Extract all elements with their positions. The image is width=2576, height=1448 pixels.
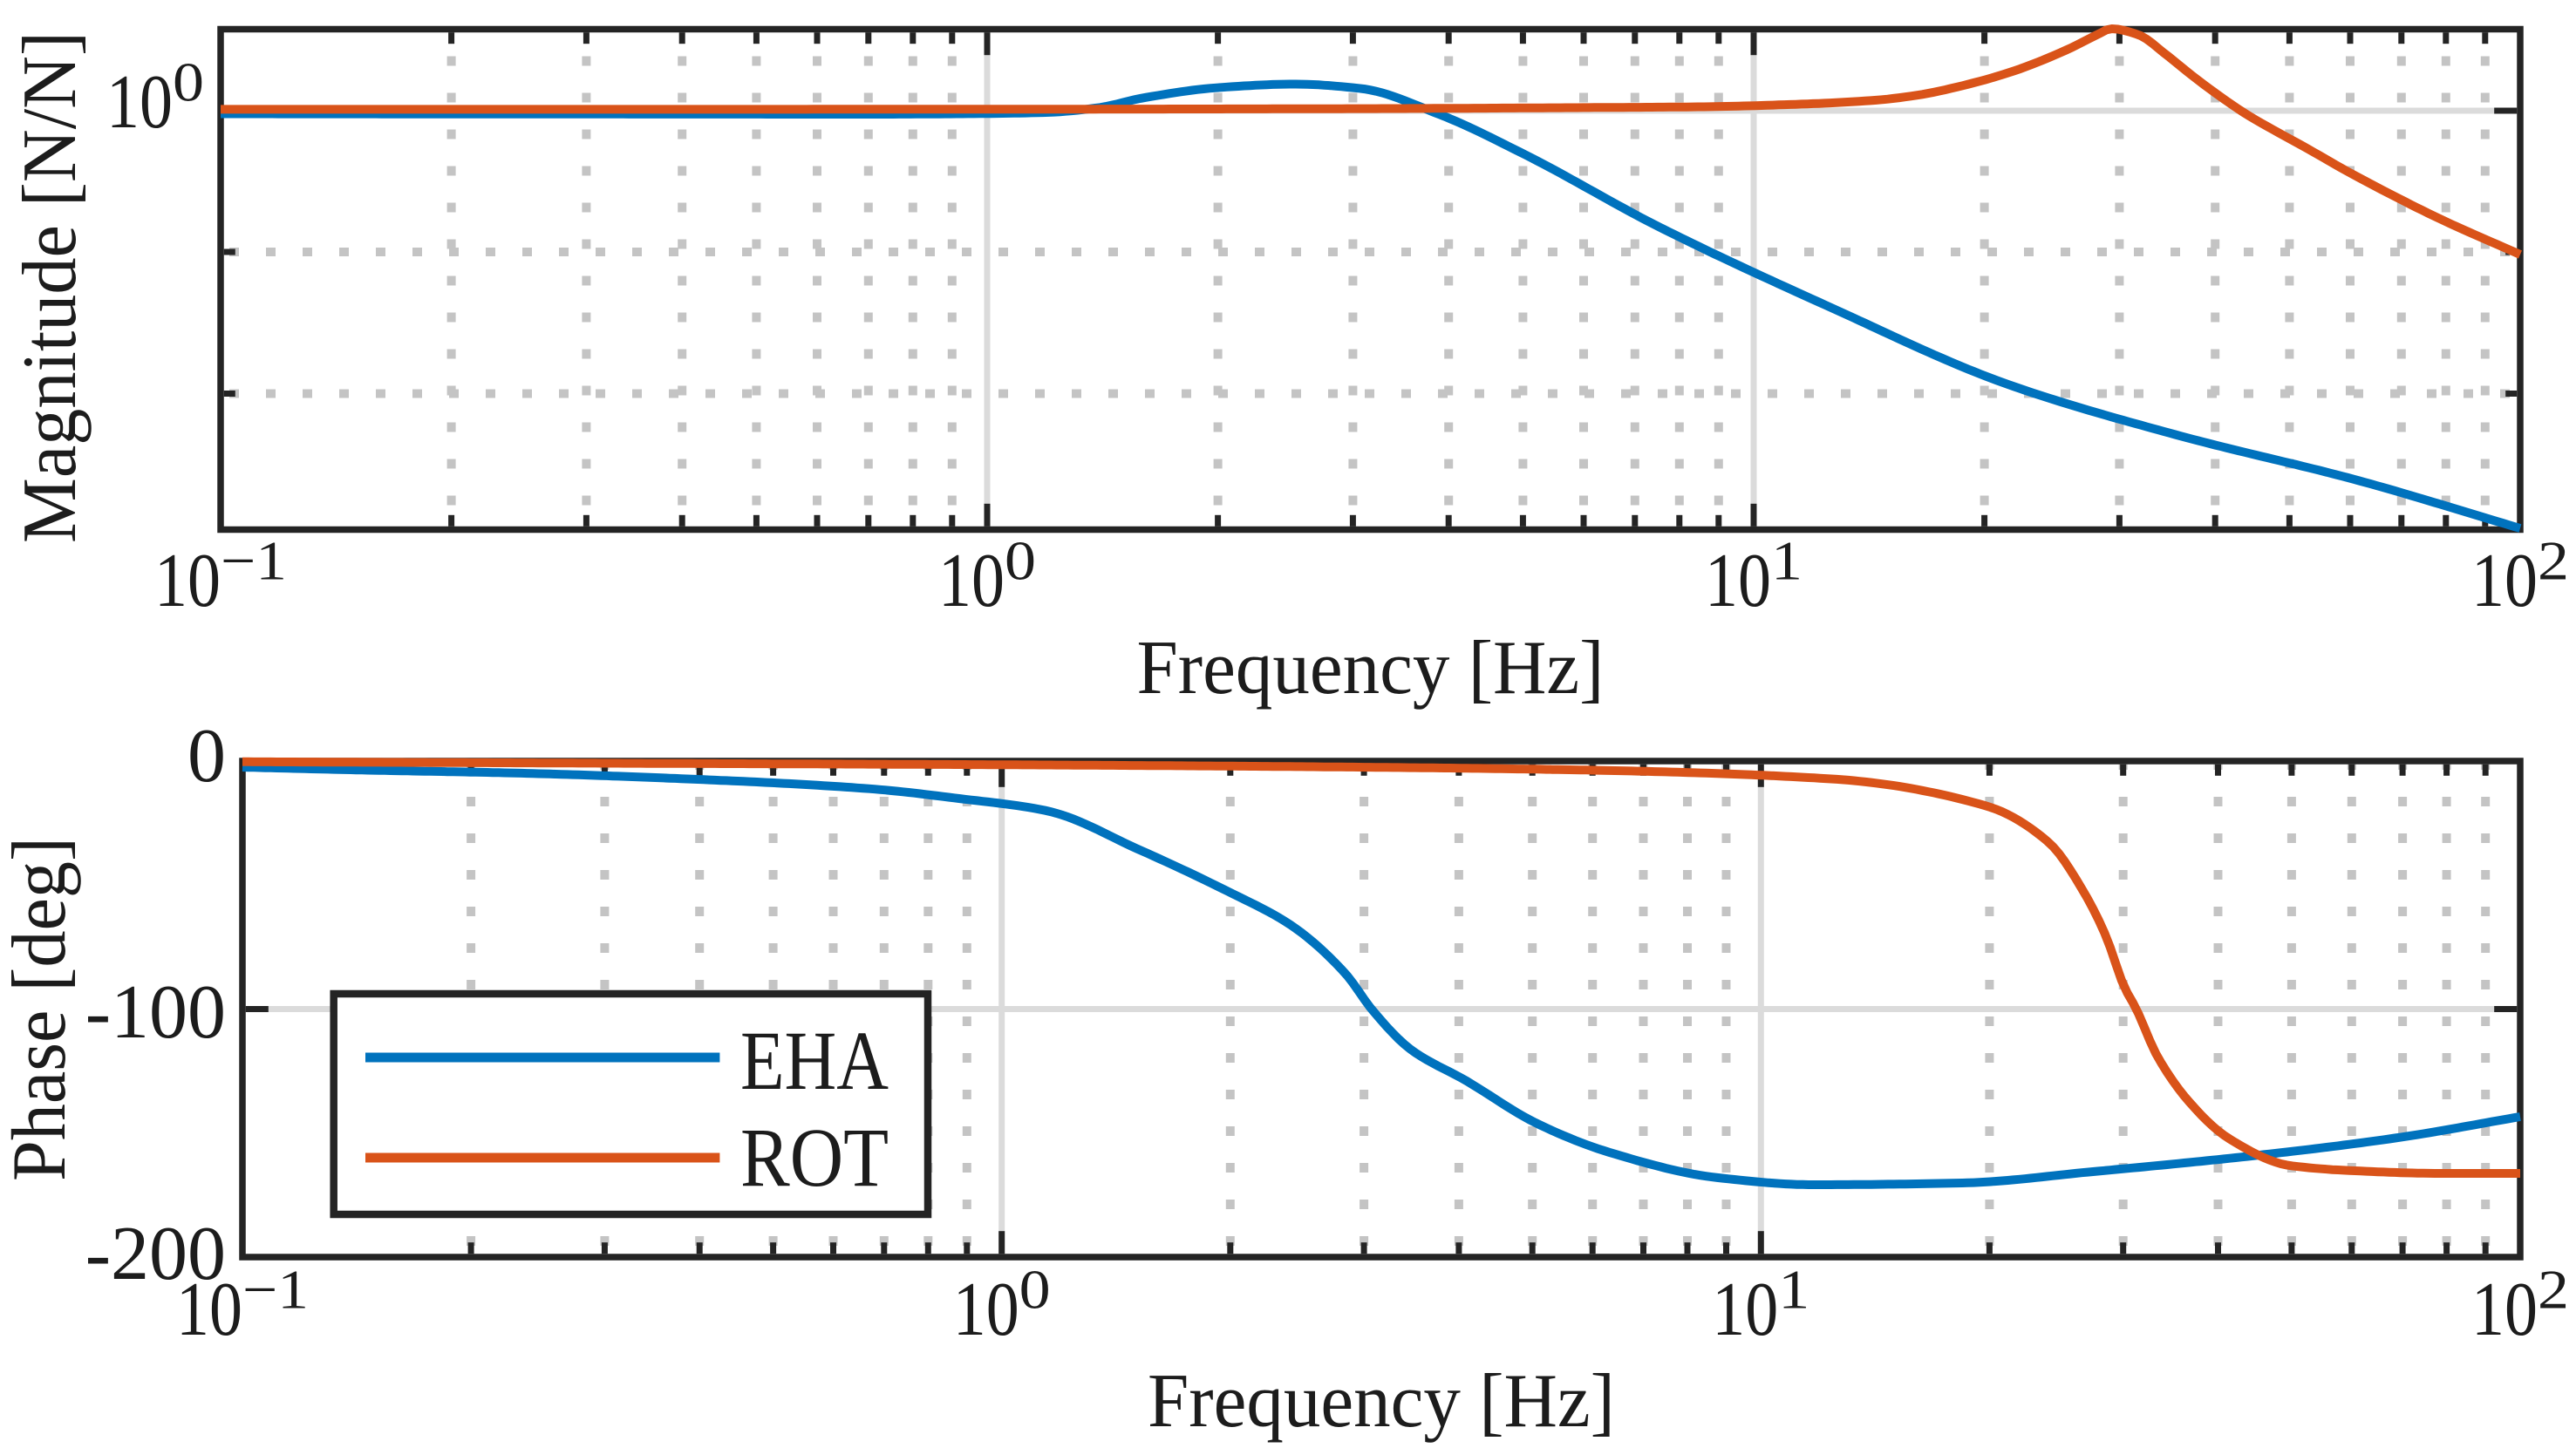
svg-text:100: 100 bbox=[106, 51, 204, 146]
svg-text:101: 101 bbox=[1705, 530, 1803, 624]
svg-text:102: 102 bbox=[2471, 530, 2569, 624]
svg-text:102: 102 bbox=[2471, 1259, 2569, 1353]
svg-text:ROT: ROT bbox=[740, 1111, 889, 1204]
svg-text:-100: -100 bbox=[85, 970, 226, 1055]
svg-text:100: 100 bbox=[938, 530, 1036, 624]
svg-text:10−1: 10−1 bbox=[154, 530, 287, 624]
svg-text:101: 101 bbox=[1712, 1259, 1809, 1353]
svg-text:10−1: 10−1 bbox=[176, 1259, 309, 1353]
svg-text:Phase [deg]: Phase [deg] bbox=[0, 837, 82, 1181]
svg-text:Frequency [Hz]: Frequency [Hz] bbox=[1137, 626, 1605, 710]
svg-text:-200: -200 bbox=[85, 1212, 226, 1296]
svg-text:0: 0 bbox=[187, 714, 226, 799]
svg-text:100: 100 bbox=[953, 1259, 1051, 1353]
svg-text:Magnitude [N/N]: Magnitude [N/N] bbox=[8, 31, 92, 543]
svg-text:Frequency [Hz]: Frequency [Hz] bbox=[1148, 1359, 1615, 1444]
svg-text:EHA: EHA bbox=[740, 1014, 889, 1107]
